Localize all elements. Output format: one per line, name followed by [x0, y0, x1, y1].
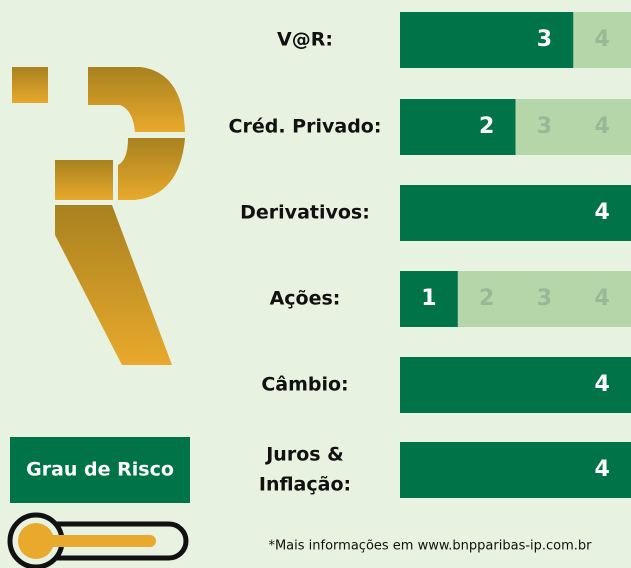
level-remaining: 3 [537, 286, 552, 311]
row-label: Créd. Privado: [229, 116, 382, 138]
row-label: Ações: [270, 288, 341, 310]
level-value: 4 [594, 457, 609, 482]
level-value: 4 [594, 372, 609, 397]
level-remaining: 3 [537, 114, 552, 139]
level-bar [400, 357, 631, 413]
level-remaining: 4 [594, 114, 609, 139]
badge-box [10, 437, 190, 503]
row-label: Câmbio: [261, 374, 348, 396]
row-label: Juros & [264, 444, 344, 466]
level-bar [400, 271, 458, 327]
level-bar [400, 185, 631, 241]
level-bar [400, 99, 516, 155]
footnote: *Mais informações em www.bnpparibas-ip.c… [268, 539, 592, 554]
row-label: V@R: [277, 29, 333, 51]
level-remaining: 4 [594, 286, 609, 311]
row-label: Inflação: [259, 474, 351, 496]
level-value: 2 [479, 114, 494, 139]
level-remaining: 4 [594, 27, 609, 52]
badge: Grau de Risco [26, 459, 174, 481]
level-value: 3 [537, 27, 552, 52]
level-value: 1 [421, 286, 436, 311]
level-remaining: 2 [479, 286, 494, 311]
thermometer [7, 512, 189, 568]
logo [12, 67, 185, 365]
level-value: 4 [594, 200, 609, 225]
row-label: Derivativos: [240, 202, 370, 224]
level-bar [400, 442, 631, 498]
level-bar [400, 12, 574, 68]
